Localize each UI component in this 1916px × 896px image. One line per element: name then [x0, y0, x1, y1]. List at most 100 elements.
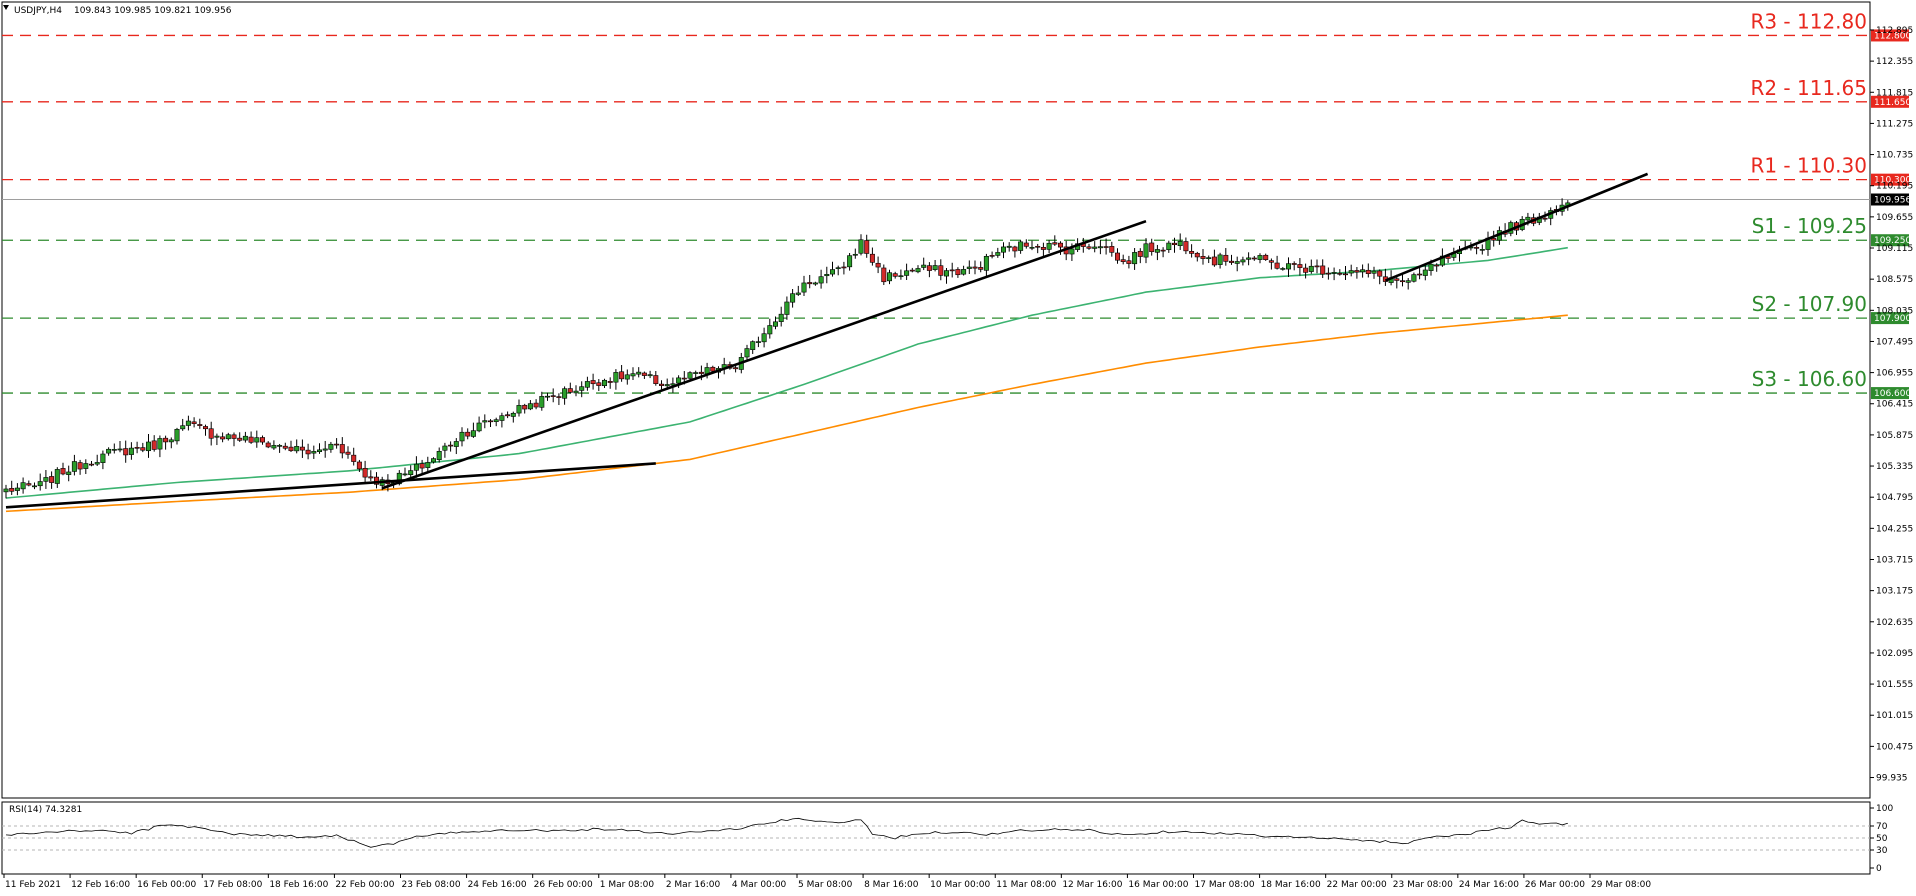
candle	[772, 316, 778, 330]
candle-body-bear	[1172, 242, 1178, 246]
candle-body-bear	[60, 468, 66, 475]
candle-body-bear	[1120, 259, 1126, 262]
candle-body-bull	[214, 435, 220, 438]
candle	[83, 459, 89, 475]
time-tick-label: 8 Mar 16:00	[864, 880, 919, 890]
level-price-tag-r2	[1871, 95, 1909, 108]
candle	[761, 327, 767, 348]
candle-body-bull	[1348, 270, 1354, 274]
candle-body-bear	[1086, 246, 1092, 249]
candle-body-bull	[396, 472, 402, 485]
candle	[596, 379, 602, 392]
candle	[128, 442, 134, 460]
candle-body-bull	[1154, 249, 1160, 253]
time-tick-label: 18 Mar 16:00	[1261, 880, 1321, 890]
candle	[995, 247, 1001, 258]
candle	[1348, 264, 1354, 277]
candle	[351, 447, 357, 466]
candle	[1012, 245, 1018, 258]
candle-body-bear	[163, 437, 169, 443]
time-tick-label: 1 Mar 08:00	[600, 880, 655, 890]
price-tick-label: 110.735	[1876, 151, 1913, 161]
candle-body-bull	[1246, 257, 1252, 260]
candle-body-bear	[1343, 273, 1349, 276]
candle-body-bear	[1434, 264, 1440, 267]
price-tick-label: 104.255	[1876, 524, 1913, 534]
candle	[499, 412, 505, 428]
price-tick-label: 104.795	[1876, 493, 1913, 503]
candle	[140, 442, 146, 453]
candle-body-bull	[516, 405, 522, 414]
candle	[419, 459, 425, 474]
candle-body-bull	[527, 403, 533, 410]
candle	[955, 267, 961, 278]
candle	[989, 251, 995, 259]
candle	[966, 260, 972, 274]
level-price-tag-text: 109.250	[1874, 236, 1911, 246]
candle	[721, 357, 727, 375]
candle-body-bull	[1405, 280, 1411, 283]
time-tick-label: 11 Mar 08:00	[996, 880, 1056, 890]
candle	[334, 438, 340, 449]
candle-body-bear	[334, 443, 340, 446]
candle	[413, 456, 419, 478]
candle-body-bear	[220, 436, 226, 440]
candle	[237, 432, 243, 442]
candle	[767, 318, 773, 339]
candle-body-bear	[869, 253, 875, 263]
candle	[790, 288, 796, 308]
candle	[1137, 248, 1143, 264]
price-tick-label: 106.415	[1876, 400, 1913, 410]
candle-body-bear	[1200, 256, 1206, 259]
candle-body-bull	[818, 276, 824, 284]
rsi-tick-label: 70	[1876, 822, 1888, 832]
candle-body-bull	[761, 333, 767, 343]
time-tick-label: 16 Feb 00:00	[137, 880, 196, 890]
candle-body-bull	[1132, 252, 1138, 265]
candle-body-bull	[476, 422, 482, 432]
candle-body-bear	[419, 463, 425, 469]
candle	[134, 441, 140, 454]
candle-body-bear	[1394, 278, 1400, 281]
candle	[1251, 255, 1257, 261]
level-label-r2: R2 - 111.65	[1750, 76, 1867, 100]
candle	[539, 391, 545, 411]
candle	[1006, 242, 1012, 252]
candle-body-bull	[824, 274, 830, 277]
candle	[1434, 263, 1440, 272]
price-tick-label: 110.195	[1876, 182, 1913, 192]
candle-body-bull	[636, 371, 642, 375]
candle-body-bear	[1263, 254, 1269, 260]
level-price-tag-s2	[1871, 312, 1909, 325]
candle	[983, 253, 989, 277]
candle	[755, 336, 761, 348]
candle	[904, 263, 910, 280]
time-tick-label: 5 Mar 08:00	[798, 880, 853, 890]
level-price-tag-r1	[1871, 173, 1909, 186]
candle	[1320, 259, 1326, 279]
price-tick-label: 100.475	[1876, 742, 1913, 752]
candle-body-bull	[413, 463, 419, 471]
candle	[784, 296, 790, 320]
candle-body-bear	[1103, 246, 1109, 248]
rsi-tick-label: 0	[1876, 864, 1882, 874]
candle-body-bear	[807, 282, 813, 285]
price-tick-label: 101.015	[1876, 711, 1913, 721]
candle-body-bull	[801, 282, 807, 293]
candle-body-bull	[995, 252, 1001, 256]
price-tick-label: 106.955	[1876, 369, 1913, 379]
candle-body-bull	[1092, 246, 1098, 249]
candle	[961, 265, 967, 276]
candle	[225, 432, 231, 441]
candle	[847, 253, 853, 271]
collapse-triangle-icon[interactable]	[3, 5, 9, 10]
candle	[328, 441, 334, 453]
candle	[1194, 251, 1200, 262]
candle-body-bull	[693, 372, 699, 374]
candle-body-bull	[613, 372, 619, 383]
candle	[1354, 266, 1360, 279]
candle	[174, 427, 180, 445]
candlestick-series	[3, 198, 1571, 499]
candle-body-bear	[1337, 273, 1343, 275]
